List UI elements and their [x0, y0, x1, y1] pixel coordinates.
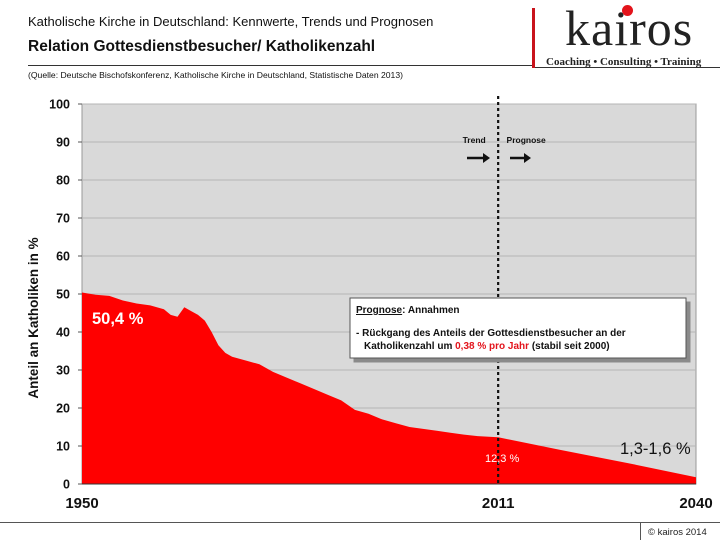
x-tick-label: 2011 [482, 495, 515, 512]
svg-text:Katholikenzahl um 0,38 % pro J: Katholikenzahl um 0,38 % pro Jahr (stabi… [364, 341, 610, 352]
trend-arrow-icon [467, 153, 490, 163]
note-highlight: 0,38 % pro Jahr [455, 341, 529, 352]
trend-label: Trend [463, 135, 486, 145]
note-heading: Prognose [356, 305, 403, 316]
logo-accent-bar [532, 8, 535, 68]
header-divider [28, 65, 532, 66]
y-tick-label: 10 [56, 440, 70, 454]
y-tick-label: 50 [56, 288, 70, 302]
note-line2-suffix: (stabil seit 2000) [529, 341, 610, 352]
y-tick-label: 100 [49, 98, 70, 112]
y-tick-label: 20 [56, 402, 70, 416]
y-tick-label: 0 [63, 478, 70, 492]
y-tick-label: 40 [56, 326, 70, 340]
y-axis-title: Anteil an Katholiken in % [26, 237, 41, 398]
forecast-arrow-icon [510, 153, 531, 163]
note-heading-suffix: : Annahmen [402, 305, 459, 316]
header-subject: Katholische Kirche in Deutschland: Kennw… [28, 14, 434, 29]
source-note: (Quelle: Deutsche Bischofskonferenz, Kat… [28, 70, 403, 80]
logo-tagline: Coaching • Consulting • Training [546, 56, 702, 68]
note-line2-prefix: Katholikenzahl um [364, 341, 455, 352]
y-tick-label: 80 [56, 174, 70, 188]
x-tick-label: 2040 [679, 495, 712, 512]
logo-divider [535, 67, 720, 68]
forecast-note-box: Prognose: Annahmen - Rückgang des Anteil… [349, 297, 687, 359]
note-line1: - Rückgang des Anteils der Gottesdienstb… [356, 328, 626, 339]
svg-text:Prognose: Annahmen: Prognose: Annahmen [356, 305, 460, 316]
footer-divider [0, 522, 720, 523]
logo-dot-icon [622, 5, 633, 16]
footer-separator [640, 522, 641, 540]
y-tick-label: 30 [56, 364, 70, 378]
forecast-label: Prognose [507, 135, 546, 145]
y-tick-label: 60 [56, 250, 70, 264]
y-tick-label: 70 [56, 212, 70, 226]
catholic-share-area [82, 292, 696, 484]
page-title: Relation Gottesdienstbesucher/ Katholike… [28, 38, 376, 55]
end-value-label: 1,3-1,6 % [620, 440, 691, 458]
current-value-label: 12,3 % [485, 453, 519, 465]
y-tick-label: 90 [56, 136, 70, 150]
x-tick-label: 1950 [65, 495, 98, 512]
start-value-label: 50,4 % [92, 310, 144, 328]
footer-copyright: © kairos 2014 [648, 527, 707, 538]
